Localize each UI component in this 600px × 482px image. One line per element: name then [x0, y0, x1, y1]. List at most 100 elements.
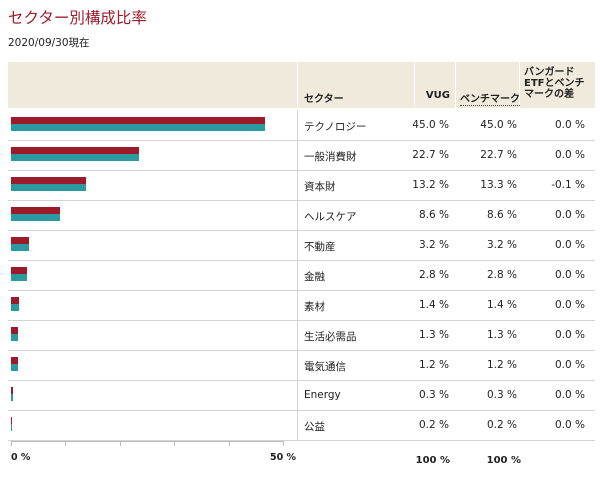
row-separator [297, 290, 298, 320]
table-row: 資本財 13.2 % 13.3 % -0.1 % [8, 170, 595, 201]
sector-name: 不動産 [304, 241, 336, 253]
diff-value: 0.0 % [554, 299, 585, 311]
vug-value: 1.2 % [418, 359, 449, 371]
sector-name: テクノロジー [304, 121, 367, 133]
x-tick [228, 441, 230, 446]
bar-benchmark [11, 364, 18, 371]
diff-value: 0.0 % [554, 329, 585, 341]
benchmark-value: 1.2 % [486, 359, 517, 371]
benchmark-value: 13.3 % [480, 179, 517, 191]
sector-name: 生活必需品 [304, 331, 357, 343]
vug-value: 1.3 % [418, 329, 449, 341]
bar-benchmark [11, 394, 13, 401]
bar-benchmark [11, 274, 27, 281]
bar-vug [11, 387, 13, 394]
diff-value: 0.0 % [554, 239, 585, 251]
table-row: テクノロジー 45.0 % 45.0 % 0.0 % [8, 110, 595, 141]
diff-value: 0.0 % [554, 419, 585, 431]
vug-value: 45.0 % [412, 119, 449, 131]
bar-vug [11, 237, 30, 244]
bar-benchmark [11, 214, 60, 221]
diff-value: 0.0 % [554, 269, 585, 281]
x-axis [11, 441, 283, 442]
x-tick-label-min: 0 % [11, 452, 31, 463]
row-separator [297, 110, 298, 140]
x-tick [65, 441, 67, 446]
sector-name: 電気通信 [304, 361, 346, 373]
row-separator [297, 200, 298, 230]
vug-value: 0.2 % [418, 419, 449, 431]
sector-name: 資本財 [304, 181, 336, 193]
vug-value: 0.3 % [418, 389, 449, 401]
x-tick [119, 441, 121, 446]
table-row: 金融 2.8 % 2.8 % 0.0 % [8, 260, 595, 291]
vug-value: 22.7 % [412, 149, 449, 161]
table-row: ヘルスケア 8.6 % 8.6 % 0.0 % [8, 200, 595, 231]
bar-vug [11, 177, 86, 184]
table-row: Energy 0.3 % 0.3 % 0.0 % [8, 380, 595, 411]
row-separator [297, 410, 298, 440]
sector-name: ヘルスケア [304, 211, 357, 223]
table-row: 公益 0.2 % 0.2 % 0.0 % [8, 410, 595, 441]
bar-vug [11, 357, 18, 364]
bar-benchmark [11, 424, 13, 431]
x-tick-label-max: 50 % [270, 452, 297, 463]
bar-vug [11, 297, 19, 304]
benchmark-value: 22.7 % [480, 149, 517, 161]
diff-value: 0.0 % [554, 149, 585, 161]
row-separator [297, 380, 298, 410]
header-separator [414, 62, 415, 108]
header-sector: セクター [304, 94, 344, 105]
x-tick [174, 441, 176, 446]
bar-vug [11, 267, 27, 274]
bar-benchmark [11, 154, 140, 161]
diff-value: -0.1 % [551, 179, 585, 191]
sector-name: 公益 [304, 421, 325, 433]
benchmark-value: 3.2 % [486, 239, 517, 251]
table-row: 不動産 3.2 % 3.2 % 0.0 % [8, 230, 595, 261]
bar-benchmark [11, 184, 87, 191]
x-tick [283, 441, 284, 446]
bar-benchmark [11, 244, 30, 251]
table-row: 一般消費財 22.7 % 22.7 % 0.0 % [8, 140, 595, 171]
diff-value: 0.0 % [554, 359, 585, 371]
diff-value: 0.0 % [554, 119, 585, 131]
bar-benchmark [11, 304, 19, 311]
row-separator [297, 350, 298, 380]
header-separator [455, 62, 456, 108]
row-separator [297, 140, 298, 170]
bar-vug [11, 417, 13, 424]
bar-benchmark [11, 124, 265, 131]
row-separator [297, 320, 298, 350]
bar-vug [11, 207, 60, 214]
header-vug: VUG [425, 90, 450, 101]
sector-name: 素材 [304, 301, 325, 313]
bar-vug [11, 117, 265, 124]
benchmark-value: 45.0 % [480, 119, 517, 131]
diff-value: 0.0 % [554, 209, 585, 221]
table-row: 素材 1.4 % 1.4 % 0.0 % [8, 290, 595, 321]
bar-vug [11, 147, 140, 154]
vug-value: 3.2 % [418, 239, 449, 251]
vug-value: 8.6 % [418, 209, 449, 221]
total-benchmark: 100 % [486, 455, 521, 466]
sector-name: 一般消費財 [304, 151, 357, 163]
row-separator [297, 170, 298, 200]
row-separator [297, 260, 298, 290]
sector-name: Energy [304, 389, 341, 401]
diff-value: 0.0 % [554, 389, 585, 401]
bar-benchmark [11, 334, 19, 341]
sector-name: 金融 [304, 271, 325, 283]
header-diff: バンガードETFとベンチマークの差 [524, 67, 585, 100]
benchmark-value: 0.2 % [486, 419, 517, 431]
benchmark-value: 1.3 % [486, 329, 517, 341]
benchmark-value: 1.4 % [486, 299, 517, 311]
x-tick [11, 441, 12, 446]
as-of-date: 2020/09/30現在 [8, 37, 90, 49]
table-row: 電気通信 1.2 % 1.2 % 0.0 % [8, 350, 595, 381]
row-separator [297, 230, 298, 260]
total-vug: 100 % [415, 455, 450, 466]
page-title: セクター別構成比率 [8, 9, 147, 27]
benchmark-value: 2.8 % [486, 269, 517, 281]
header-benchmark[interactable]: ベンチマーク [460, 90, 520, 106]
